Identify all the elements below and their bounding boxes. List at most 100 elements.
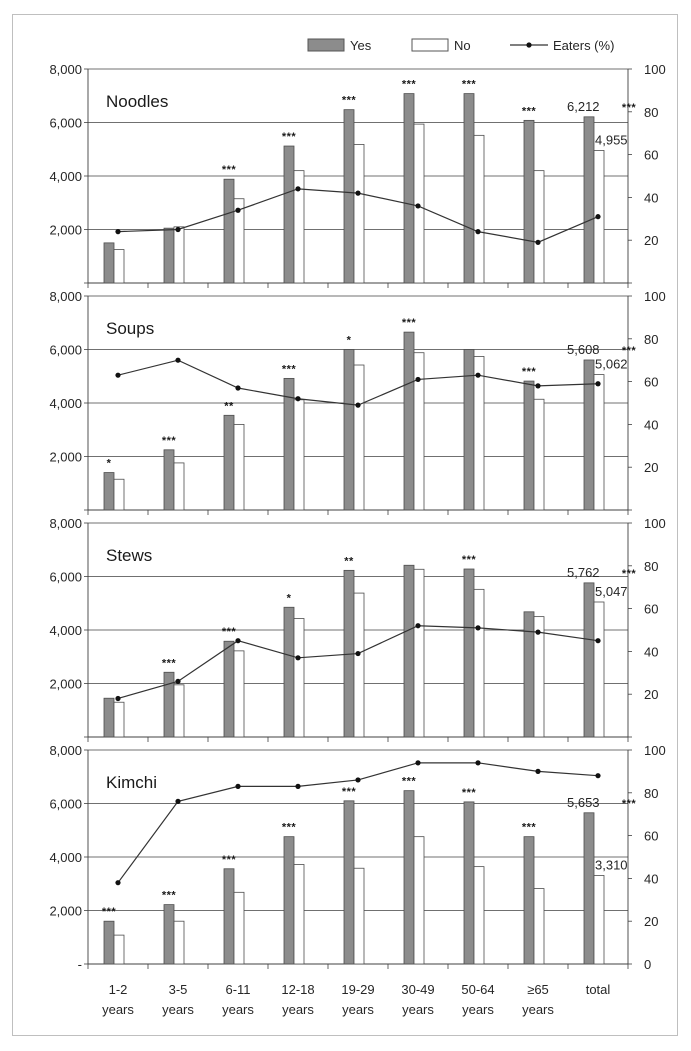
total-no-label: 3,310 xyxy=(595,857,628,872)
bar-no xyxy=(233,198,245,284)
eaters-point xyxy=(595,773,601,779)
bar-yes xyxy=(523,119,535,284)
eaters-point xyxy=(595,214,601,220)
y-right-tick-label: 0 xyxy=(644,957,651,972)
bar-no xyxy=(353,144,365,284)
category-label-line2: years xyxy=(402,1002,434,1017)
y-right-tick-label: 40 xyxy=(644,644,658,659)
category-label: 50-64 xyxy=(461,982,494,997)
bar-no xyxy=(353,364,365,511)
y-right-tick-label: 40 xyxy=(644,871,658,886)
total-no-label: 5,062 xyxy=(595,357,628,372)
eaters-point xyxy=(415,376,421,383)
bar-no xyxy=(113,934,125,965)
significance-marker: *** xyxy=(162,890,177,902)
y-left-tick-label: 4,000 xyxy=(49,396,82,411)
bar-yes xyxy=(103,472,115,511)
bar-yes xyxy=(163,904,175,965)
y-left-tick-label: 2,000 xyxy=(49,677,82,692)
bar-yes xyxy=(283,145,295,284)
y-left-tick-label: 6,000 xyxy=(49,116,82,131)
bar-yes xyxy=(103,697,115,738)
bar-yes xyxy=(163,449,175,511)
y-left-tick-label: 4,000 xyxy=(49,850,82,865)
significance-marker: *** xyxy=(162,435,177,447)
eaters-point xyxy=(535,239,541,245)
bar-yes xyxy=(523,380,535,511)
panel-title-kimchi: Kimchi xyxy=(106,773,157,792)
significance-marker: *** xyxy=(222,854,237,866)
significance-marker: ** xyxy=(344,555,354,567)
significance-marker: *** xyxy=(462,787,477,799)
eaters-point xyxy=(235,783,241,789)
panel-title-noodles: Noodles xyxy=(106,92,168,111)
bar-no xyxy=(593,601,605,738)
eaters-point xyxy=(475,760,481,766)
significance-marker: *** xyxy=(522,822,537,834)
category-label: 3-5 xyxy=(169,982,188,997)
eaters-point xyxy=(295,655,301,661)
category-label-line2: years xyxy=(462,1002,494,1017)
bar-no xyxy=(113,701,125,738)
bar-no xyxy=(533,170,545,284)
bar-yes xyxy=(463,568,475,738)
category-label: 30-49 xyxy=(401,982,434,997)
bar-yes xyxy=(343,109,355,284)
bar-no xyxy=(173,462,185,511)
significance-marker: *** xyxy=(622,798,637,810)
eaters-point xyxy=(295,396,301,402)
bar-yes xyxy=(223,868,235,965)
bar-no xyxy=(293,864,305,965)
category-label: 1-2 xyxy=(109,982,128,997)
y-left-tick-label: 8,000 xyxy=(49,743,82,758)
y-right-tick-label: 60 xyxy=(644,829,658,844)
y-left-tick-label: 6,000 xyxy=(49,570,82,585)
eaters-point xyxy=(595,638,601,644)
y-right-tick-label: 100 xyxy=(644,743,666,758)
bar-yes xyxy=(163,671,175,738)
y-right-tick-label: 100 xyxy=(644,289,666,304)
total-no-label: 4,955 xyxy=(595,132,628,147)
bar-no xyxy=(173,226,185,284)
eaters-point xyxy=(235,638,241,644)
eaters-point xyxy=(175,226,181,233)
bar-yes xyxy=(463,801,475,965)
bar-yes xyxy=(463,93,475,284)
y-left-tick-label: 2,000 xyxy=(49,904,82,919)
category-label: 6-11 xyxy=(225,982,250,997)
bar-no xyxy=(473,588,485,738)
eaters-point xyxy=(235,385,241,391)
bar-yes xyxy=(343,800,355,965)
bar-no xyxy=(593,374,605,511)
bar-yes xyxy=(583,359,595,511)
significance-marker: * xyxy=(347,335,352,347)
y-right-tick-label: 20 xyxy=(644,914,658,929)
bar-yes xyxy=(223,178,235,284)
y-right-tick-label: 40 xyxy=(644,190,658,205)
bar-yes xyxy=(523,611,535,738)
significance-marker: *** xyxy=(102,906,117,918)
total-yes-label: 6,212 xyxy=(567,99,600,114)
significance-marker: * xyxy=(107,458,112,470)
bar-yes xyxy=(403,564,415,738)
y-left-tick-label: 8,000 xyxy=(49,516,82,531)
y-right-tick-label: 80 xyxy=(644,559,658,574)
bar-no xyxy=(233,650,245,738)
bar-no xyxy=(413,836,425,965)
bar-yes xyxy=(463,349,475,511)
bar-no xyxy=(533,888,545,965)
eaters-point xyxy=(535,383,541,389)
legend-swatch-yes xyxy=(307,38,345,52)
bar-no xyxy=(173,684,185,738)
legend-label-eaters: Eaters (%) xyxy=(553,38,614,53)
eaters-point xyxy=(115,229,121,235)
eaters-point xyxy=(175,678,181,684)
y-right-tick-label: 100 xyxy=(644,62,666,77)
significance-marker: *** xyxy=(462,79,477,91)
category-label: 12-18 xyxy=(281,982,314,997)
y-right-tick-label: 80 xyxy=(644,786,658,801)
bar-yes xyxy=(223,414,235,511)
y-right-tick-label: 80 xyxy=(644,332,658,347)
eaters-point xyxy=(535,768,541,775)
bar-no xyxy=(353,867,365,965)
